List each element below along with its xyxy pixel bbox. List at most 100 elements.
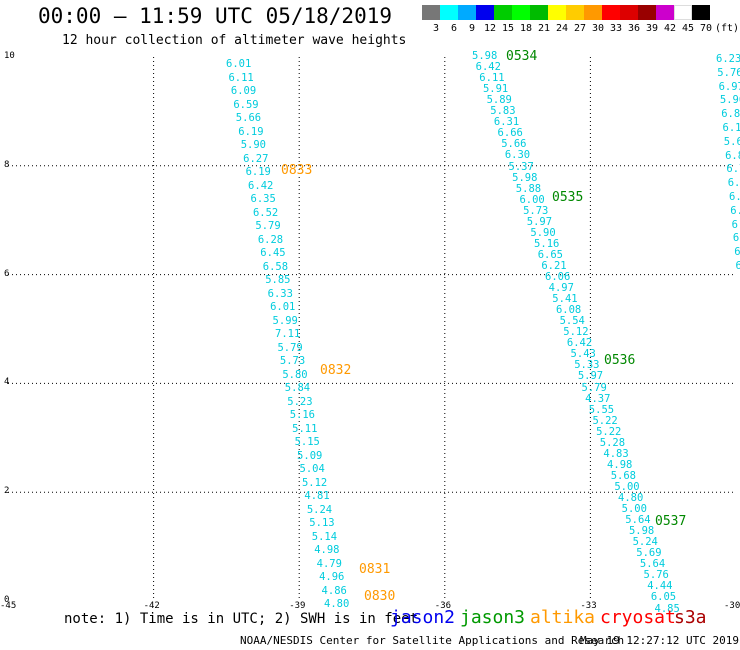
swh-value: 6.: [731, 218, 740, 231]
colorbar-swatch: [602, 5, 620, 20]
y-tick-label: 0: [4, 595, 10, 605]
swh-value: 5.66: [235, 112, 262, 124]
swh-value: 5.88: [515, 182, 542, 195]
y-tick-label: 6: [4, 268, 10, 279]
swh-value: 5.22: [596, 425, 622, 438]
colorbar-swatch: [530, 5, 548, 20]
legend-jason3: jason3: [460, 607, 526, 628]
colorbar-label: 18: [519, 23, 533, 34]
swh-value: 6.21: [541, 259, 567, 272]
pass-time-label: 0535: [552, 190, 584, 205]
swh-value: 5.90: [240, 139, 266, 151]
swh-value: 5.16: [289, 409, 315, 421]
colorbar-label: 30: [591, 23, 605, 34]
map-title: 00:00 – 11:59 UTC 05/18/2019: [38, 4, 393, 28]
swh-value: 6.42: [475, 61, 501, 74]
swh-value: 5.00: [614, 480, 640, 493]
swh-value: 5.79: [255, 220, 281, 232]
swh-value: 6.35: [250, 193, 276, 205]
swh-value: 5.80: [282, 368, 308, 381]
swh-value: 5.23: [287, 395, 313, 408]
swh-value: 5.76: [717, 66, 740, 79]
colorbar-label: 12: [483, 23, 497, 34]
swh-value: 5.89: [486, 94, 512, 107]
swh-value: 7.11: [275, 328, 301, 340]
swh-value: 5.98: [628, 525, 655, 538]
swh-value: 6.52: [252, 206, 279, 219]
swh-value: 6.23: [716, 53, 740, 65]
swh-value: 5.14: [311, 530, 338, 543]
swh-value: 5.33: [574, 359, 600, 372]
x-tick-label: -39: [289, 601, 306, 611]
swh-value: 6: [734, 246, 740, 259]
swh-value: 6.8: [725, 149, 740, 162]
colorbar-swatch: [638, 5, 656, 20]
swh-value: 5.96: [719, 94, 740, 107]
colorbar-label: 36: [627, 23, 641, 34]
swh-value: 4.98: [314, 544, 340, 556]
swh-value: 6.33: [267, 287, 293, 300]
swh-value: 5.64: [639, 558, 666, 571]
swh-value: 5.00: [621, 503, 647, 516]
colorbar-swatch: [422, 5, 440, 20]
generation-timestamp: May 19 12:27:12 UTC 2019: [580, 634, 739, 647]
swh-value: 5.13: [309, 517, 335, 529]
swh-value: 6.59: [233, 98, 259, 111]
swh-value: 5.73: [523, 204, 549, 217]
swh-value: 6: [735, 260, 740, 272]
colorbar-swatch: [440, 5, 458, 20]
swh-value: 6.08: [555, 304, 582, 317]
colorbar-swatch: [512, 5, 530, 20]
units-note: note: 1) Time is in UTC; 2) SWH is in fe…: [64, 611, 419, 627]
swh-value: 6.11: [228, 71, 254, 84]
legend-jason2: jason2: [390, 607, 456, 628]
colorbar-label: 24: [555, 23, 569, 34]
swh-value: 5.12: [563, 326, 589, 339]
swh-value: 6.30: [504, 149, 531, 162]
pass-time-label: 0534: [506, 49, 538, 64]
swh-value: 5.37: [508, 160, 534, 173]
x-tick-label: -33: [580, 601, 597, 611]
swh-value: 5.98: [472, 50, 498, 62]
swh-value: 6.58: [262, 260, 289, 273]
swh-value: 6.6: [727, 177, 740, 190]
pass-time-label: 0830: [364, 589, 396, 604]
colorbar-label: 15: [501, 23, 515, 34]
swh-value: 4.80: [618, 492, 644, 504]
pass-time-label: 0537: [655, 514, 687, 529]
swh-value: 5.68: [610, 469, 636, 482]
swh-value: 6.45: [260, 247, 286, 259]
swh-value: 5.09: [297, 449, 323, 462]
colorbar-swatch: [656, 5, 674, 20]
swh-value: 4.79: [316, 557, 342, 570]
colorbar-label: 27: [573, 23, 587, 34]
swh-value: 5.99: [272, 314, 298, 327]
swh-value: 5.55: [588, 403, 615, 416]
swh-value: 4.44: [647, 580, 673, 593]
colorbar-label: (ft): [715, 23, 740, 34]
swh-value: 6.31: [493, 116, 520, 129]
swh-value: 6.27: [243, 152, 269, 165]
swh-value: 4.85: [654, 602, 680, 615]
swh-value: 5.76: [643, 569, 669, 582]
swh-value: 4.81: [304, 490, 330, 502]
colorbar-swatch: [566, 5, 584, 20]
swh-value: 6.00: [519, 193, 545, 206]
swh-value: 6.28: [257, 233, 284, 246]
x-tick-label: -45: [0, 601, 17, 611]
pass-time-label: 0832: [320, 363, 352, 378]
swh-value: 6.09: [230, 85, 257, 97]
swh-value: 5.24: [306, 503, 333, 516]
swh-value: 4.37: [585, 392, 611, 405]
swh-value: 5.97: [577, 370, 604, 383]
colorbar-swatch: [584, 5, 602, 20]
colorbar-swatch: [620, 5, 638, 20]
swh-value: 6.11: [479, 72, 505, 85]
swh-value: 6.: [729, 191, 740, 203]
swh-value: 5.90: [530, 226, 556, 239]
swh-value: 4.80: [324, 598, 350, 610]
map-subtitle: 12 hour collection of altimeter wave hei…: [62, 33, 407, 48]
pass-time-label: 0831: [359, 562, 391, 577]
swh-value: 5.04: [299, 463, 325, 475]
